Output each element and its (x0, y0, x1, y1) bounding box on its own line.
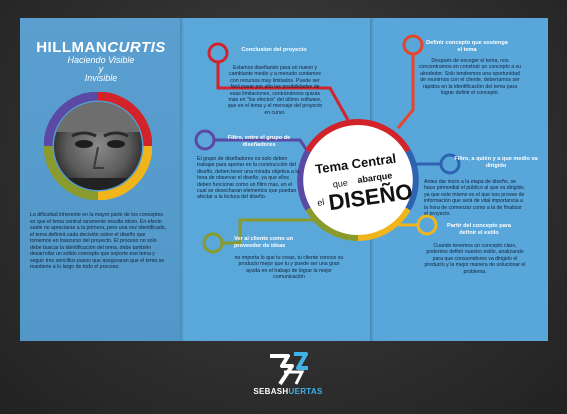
intro-paragraph: La dificultad inherente en la mayor part… (30, 212, 167, 270)
connector-filtro-quien (412, 153, 461, 175)
portrait-image (43, 91, 153, 201)
fold-shadow-left (180, 18, 184, 341)
center-title-el: el (317, 197, 325, 208)
filtro-heading: Filtro, entre el grupo de diseñadores (227, 135, 291, 148)
ver-cliente-text: no importa lo que tu creas, tu cliente c… (234, 255, 344, 281)
filtro-quien-text: Antes dar inicio a la etapa de diseño, s… (424, 179, 525, 218)
center-wheel (297, 119, 419, 241)
definir-heading: Definir concepto que sostenga el tema (426, 40, 508, 53)
definir-text: Después de escoger el tema, nos concentr… (418, 58, 522, 97)
center-title-que: que (332, 177, 348, 189)
brochure-subtitle: Haciendo Visible y Invisible (67, 55, 135, 83)
partir-text: Cuando tenemos un concepto claro, podemo… (424, 243, 526, 275)
filtro-text: El grupo de diseñadores no solo deben tr… (197, 156, 300, 201)
ver-cliente-heading: Ver al cliente como un proveedor de idea… (234, 236, 294, 249)
filtro-quien-heading: Filtro, a quién y a que medio va dirigid… (454, 156, 538, 169)
connector-ver-cliente (202, 218, 318, 254)
center-title-abarque: abarque (357, 170, 393, 185)
brand-name: SEBASHUERTAS (253, 387, 323, 396)
conclusion-heading: Conclusion del proyecto (241, 47, 307, 53)
brand-logo-icon (270, 352, 308, 386)
conclusion-text: Estamos diseñando para un nuevo y cambia… (227, 65, 323, 116)
partir-heading: Partir del concepto para definir el esti… (446, 223, 512, 236)
brochure-title: HILLMANCURTIS (36, 39, 166, 56)
connector-conclusion (207, 42, 350, 121)
connector-definir (396, 34, 424, 129)
